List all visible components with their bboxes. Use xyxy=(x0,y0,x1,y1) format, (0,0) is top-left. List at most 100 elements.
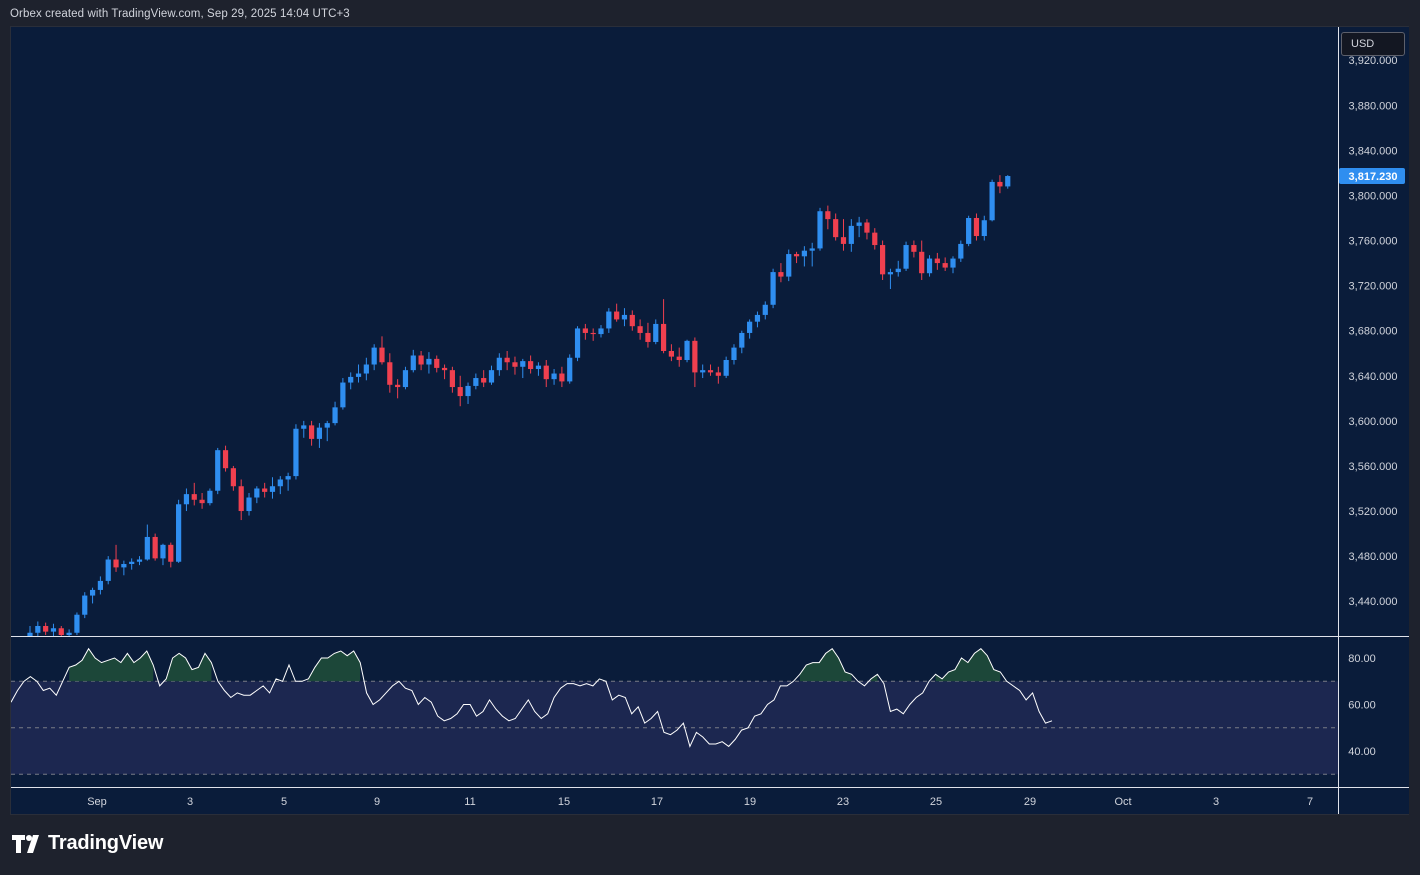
candle-body xyxy=(449,370,455,388)
candle-body xyxy=(786,254,792,277)
candle-body xyxy=(207,490,213,504)
candle-body xyxy=(551,373,557,380)
candle-body xyxy=(387,362,393,385)
candle-body xyxy=(308,425,315,439)
candle-body xyxy=(559,373,565,382)
candle-body xyxy=(332,407,338,424)
candle-body xyxy=(981,220,987,237)
tradingview-logo-icon xyxy=(12,834,39,853)
candle-body xyxy=(340,382,346,408)
time-tick-label: 19 xyxy=(744,796,756,808)
candle-body xyxy=(989,181,995,221)
candle-body xyxy=(293,428,299,477)
current-price-tag xyxy=(1339,168,1405,185)
candle-body xyxy=(700,370,706,373)
candle-body xyxy=(97,580,103,590)
candle-body xyxy=(676,356,682,361)
candle-body xyxy=(778,272,784,277)
candle-body xyxy=(567,357,573,382)
price-tick-label: 3,680.000 xyxy=(1349,326,1398,338)
candle-body xyxy=(598,328,604,335)
time-tick-label: 25 xyxy=(930,796,942,808)
rsi-tick-label: 80.00 xyxy=(1348,653,1376,665)
candle-body xyxy=(58,628,64,636)
currency-selector[interactable]: USD xyxy=(1341,32,1405,56)
candle-body xyxy=(473,378,479,386)
candle-body xyxy=(801,250,807,257)
candle-body xyxy=(590,332,596,335)
candle-body xyxy=(621,314,628,320)
candle-body xyxy=(395,384,401,388)
rsi-band xyxy=(11,681,1338,775)
candle-body xyxy=(379,347,385,363)
candle-body xyxy=(371,347,377,365)
time-tick-label: 23 xyxy=(837,796,849,808)
candle-body xyxy=(89,589,96,596)
candle-body xyxy=(973,217,980,237)
candle-body xyxy=(246,497,252,512)
candle-body xyxy=(731,347,737,361)
candle-body xyxy=(74,614,80,633)
candle-body xyxy=(215,450,221,491)
candle-body xyxy=(426,358,432,365)
candle-body xyxy=(762,304,768,315)
candle-body xyxy=(684,340,690,361)
candles-group xyxy=(27,175,1011,636)
candle-body xyxy=(168,544,174,562)
candle-body xyxy=(402,370,409,388)
time-tick-label: 9 xyxy=(374,796,380,808)
candle-body xyxy=(707,370,714,373)
candle-body xyxy=(848,225,854,244)
candle-body xyxy=(152,536,158,559)
candle-body xyxy=(176,504,182,562)
candle-body xyxy=(660,323,667,351)
chart-caption: Orbex created with TradingView.com, Sep … xyxy=(10,8,350,20)
candle-body xyxy=(481,378,487,383)
time-tick-label: 3 xyxy=(187,796,193,808)
rsi-overbought-fill xyxy=(935,648,1001,682)
price-pane xyxy=(11,27,1338,636)
candle-body xyxy=(614,311,620,320)
candle-body xyxy=(895,268,901,273)
candle-body xyxy=(324,423,330,428)
candle-body xyxy=(355,373,362,377)
current-price-label: 3,817.230 xyxy=(1349,171,1398,183)
candle-body xyxy=(668,350,675,357)
rsi-group xyxy=(11,647,1338,775)
candle-body xyxy=(872,232,878,246)
candle-body xyxy=(770,272,776,305)
candle-body xyxy=(301,425,307,429)
candle-body xyxy=(739,332,745,348)
candle-body xyxy=(348,376,354,383)
time-tick-label: 15 xyxy=(558,796,570,808)
candle-body xyxy=(230,468,236,487)
candle-body xyxy=(136,559,143,562)
price-tick-label: 3,880.000 xyxy=(1349,100,1398,112)
candle-body xyxy=(723,360,729,376)
candle-body xyxy=(520,361,526,367)
candle-body xyxy=(254,488,260,498)
candle-body xyxy=(457,387,463,397)
candle-body xyxy=(934,258,940,264)
rsi-overbought-fill xyxy=(799,648,852,682)
time-tick-label: 29 xyxy=(1024,796,1036,808)
candle-body xyxy=(191,494,197,500)
price-tick-label: 3,760.000 xyxy=(1349,236,1398,248)
candle-body xyxy=(966,217,972,244)
candle-body xyxy=(269,486,276,492)
time-axis-area xyxy=(11,788,1338,814)
candle-body xyxy=(496,357,502,371)
time-tick-label: 5 xyxy=(281,796,287,808)
candle-body xyxy=(833,219,839,238)
candle-body xyxy=(50,628,57,632)
candle-body xyxy=(199,499,205,504)
time-tick-label: 17 xyxy=(651,796,663,808)
candle-body xyxy=(82,595,88,615)
candle-body xyxy=(637,326,643,333)
candle-body xyxy=(105,559,111,581)
candle-body xyxy=(512,362,518,367)
price-tick-label: 3,640.000 xyxy=(1349,371,1398,383)
candle-body xyxy=(66,632,72,636)
candle-body xyxy=(441,367,448,371)
